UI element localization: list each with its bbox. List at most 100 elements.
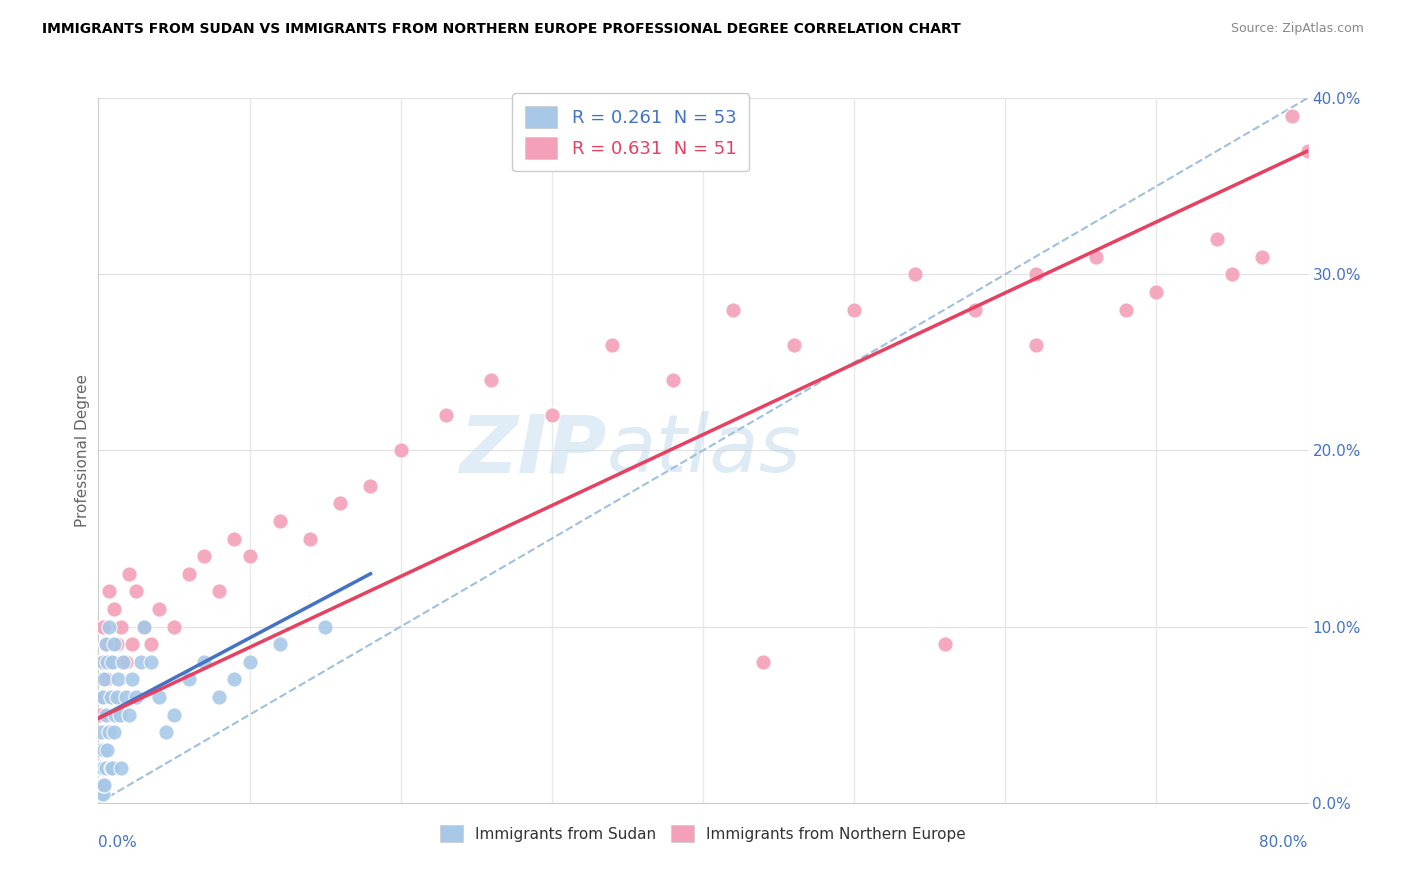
Point [94,637,117,651]
Point [1024,268,1046,282]
Point [96,743,118,757]
Point [90,778,112,792]
Point [752,655,775,669]
Point [360,478,382,492]
Point [107,673,129,687]
Point [1115,302,1137,317]
Point [104,707,127,722]
Point [163,707,186,722]
Point [481,373,503,387]
Point [299,532,322,546]
Point [125,690,148,705]
Point [94,637,117,651]
Point [93,673,115,687]
Point [179,566,201,581]
Point [1251,250,1274,264]
Point [389,443,412,458]
Point [129,655,152,669]
Point [540,408,562,422]
Point [90,725,112,739]
Point [100,690,122,705]
Point [121,673,143,687]
Point [100,655,122,669]
Point [118,707,141,722]
Point [329,496,352,510]
Point [934,637,956,651]
Point [111,655,134,669]
Point [193,655,215,669]
Point [155,725,177,739]
Point [100,760,122,774]
Point [239,655,262,669]
Point [1220,268,1243,282]
Point [114,655,136,669]
Text: 80.0%: 80.0% [1260,835,1308,849]
Point [314,619,336,633]
Point [91,655,114,669]
Point [93,743,115,757]
Point [179,673,201,687]
Point [108,707,131,722]
Point [723,302,745,317]
Point [110,760,132,774]
Point [89,743,111,757]
Point [114,690,136,705]
Point [98,584,121,599]
Point [118,566,141,581]
Legend: Immigrants from Sudan, Immigrants from Northern Europe: Immigrants from Sudan, Immigrants from N… [433,819,973,848]
Point [1206,232,1229,246]
Point [844,302,866,317]
Point [96,673,118,687]
Point [101,655,124,669]
Point [105,637,128,651]
Point [94,760,117,774]
Point [110,619,132,633]
Point [103,602,125,616]
Point [434,408,457,422]
Point [90,655,112,669]
Point [89,760,111,774]
Point [125,584,148,599]
Point [1024,337,1046,351]
Point [90,760,112,774]
Point [98,725,121,739]
Point [1085,250,1108,264]
Point [148,602,170,616]
Text: IMMIGRANTS FROM SUDAN VS IMMIGRANTS FROM NORTHERN EUROPE PROFESSIONAL DEGREE COR: IMMIGRANTS FROM SUDAN VS IMMIGRANTS FROM… [42,22,960,37]
Point [163,619,186,633]
Point [783,337,806,351]
Point [148,690,170,705]
Text: Source: ZipAtlas.com: Source: ZipAtlas.com [1230,22,1364,36]
Point [1281,109,1303,123]
Point [89,707,111,722]
Point [90,787,112,801]
Point [141,655,163,669]
Point [269,514,291,528]
Point [105,690,128,705]
Point [239,549,262,564]
Point [1296,144,1319,158]
Point [602,337,624,351]
Point [661,373,683,387]
Point [224,673,246,687]
Point [98,619,121,633]
Point [904,268,927,282]
Point [91,787,114,801]
Point [93,778,115,792]
Point [91,619,114,633]
Point [965,302,987,317]
Text: atlas: atlas [606,411,801,490]
Point [91,778,114,792]
Point [101,760,124,774]
Point [141,637,163,651]
Text: 0.0%: 0.0% [98,835,138,849]
Point [90,690,112,705]
Point [91,690,114,705]
Point [132,619,155,633]
Point [91,760,114,774]
Point [89,778,111,792]
Point [269,637,291,651]
Point [208,690,231,705]
Point [93,690,115,705]
Y-axis label: Professional Degree: Professional Degree [75,374,90,527]
